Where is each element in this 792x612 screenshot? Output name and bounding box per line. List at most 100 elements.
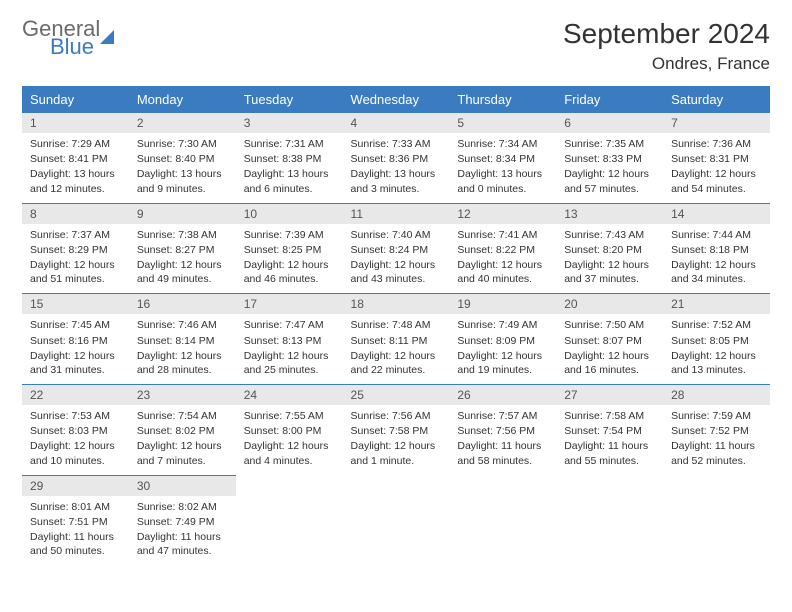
day-body: Sunrise: 7:47 AMSunset: 8:13 PMDaylight:…: [236, 314, 343, 377]
page-header: General Blue September 2024 Ondres, Fran…: [22, 18, 770, 74]
day-body: Sunrise: 7:50 AMSunset: 8:07 PMDaylight:…: [556, 314, 663, 377]
weekday-header: Tuesday: [236, 86, 343, 113]
daylight-line: Daylight: 12 hours and 19 minutes.: [457, 349, 548, 377]
weekday-header: Saturday: [663, 86, 770, 113]
day-number: 23: [129, 385, 236, 405]
day-cell: 5Sunrise: 7:34 AMSunset: 8:34 PMDaylight…: [449, 113, 556, 203]
day-cell: 3Sunrise: 7:31 AMSunset: 8:38 PMDaylight…: [236, 113, 343, 203]
day-cell: 4Sunrise: 7:33 AMSunset: 8:36 PMDaylight…: [343, 113, 450, 203]
day-number: 11: [343, 204, 450, 224]
sunset-line: Sunset: 8:02 PM: [137, 424, 228, 438]
sunset-line: Sunset: 7:52 PM: [671, 424, 762, 438]
daylight-line: Daylight: 12 hours and 4 minutes.: [244, 439, 335, 467]
sunrise-line: Sunrise: 8:01 AM: [30, 500, 121, 514]
day-body: Sunrise: 7:44 AMSunset: 8:18 PMDaylight:…: [663, 224, 770, 287]
sunset-line: Sunset: 8:20 PM: [564, 243, 655, 257]
day-body: Sunrise: 7:49 AMSunset: 8:09 PMDaylight:…: [449, 314, 556, 377]
day-body: Sunrise: 7:55 AMSunset: 8:00 PMDaylight:…: [236, 405, 343, 468]
day-cell: 28 Sunrise: 7:59 AMSunset: 7:52 PMDayligh…: [663, 384, 770, 475]
logo: General Blue: [22, 18, 114, 58]
day-body: Sunrise: 7:38 AMSunset: 8:27 PMDaylight:…: [129, 224, 236, 287]
sunrise-line: Sunrise: 7:30 AM: [137, 137, 228, 151]
sunset-line: Sunset: 7:58 PM: [351, 424, 442, 438]
daylight-line: Daylight: 12 hours and 43 minutes.: [351, 258, 442, 286]
day-number: 27: [556, 385, 663, 405]
sunrise-line: Sunrise: 7:46 AM: [137, 318, 228, 332]
sunrise-line: Sunrise: 7:39 AM: [244, 228, 335, 242]
sunrise-line: Sunrise: 7:44 AM: [671, 228, 762, 242]
logo-triangle-icon: [100, 30, 114, 44]
day-cell: [236, 475, 343, 566]
sunset-line: Sunset: 7:56 PM: [457, 424, 548, 438]
daylight-line: Daylight: 11 hours and 50 minutes.: [30, 530, 121, 558]
sunrise-line: Sunrise: 7:45 AM: [30, 318, 121, 332]
day-cell: 25Sunrise: 7:56 AMSunset: 7:58 PMDayligh…: [343, 384, 450, 475]
day-cell: 1Sunrise: 7:29 AMSunset: 8:41 PMDaylight…: [22, 113, 129, 203]
sunrise-line: Sunrise: 7:43 AM: [564, 228, 655, 242]
sunset-line: Sunset: 7:54 PM: [564, 424, 655, 438]
daylight-line: Daylight: 12 hours and 22 minutes.: [351, 349, 442, 377]
sunset-line: Sunset: 8:38 PM: [244, 152, 335, 166]
sunrise-line: Sunrise: 7:34 AM: [457, 137, 548, 151]
sunrise-line: Sunrise: 7:48 AM: [351, 318, 442, 332]
daylight-line: Daylight: 12 hours and 46 minutes.: [244, 258, 335, 286]
daylight-line: Daylight: 12 hours and 49 minutes.: [137, 258, 228, 286]
day-body: Sunrise: 7:48 AMSunset: 8:11 PMDaylight:…: [343, 314, 450, 377]
day-body: Sunrise: 7:36 AMSunset: 8:31 PMDaylight:…: [663, 133, 770, 196]
daylight-line: Daylight: 12 hours and 13 minutes.: [671, 349, 762, 377]
day-number: 14: [663, 204, 770, 224]
day-number: 15: [22, 294, 129, 314]
sunset-line: Sunset: 8:36 PM: [351, 152, 442, 166]
day-body: Sunrise: 7:43 AMSunset: 8:20 PMDaylight:…: [556, 224, 663, 287]
sunrise-line: Sunrise: 7:47 AM: [244, 318, 335, 332]
sunset-line: Sunset: 8:00 PM: [244, 424, 335, 438]
daylight-line: Daylight: 12 hours and 10 minutes.: [30, 439, 121, 467]
day-body: Sunrise: 7:56 AMSunset: 7:58 PMDaylight:…: [343, 405, 450, 468]
day-body: Sunrise: 7:54 AMSunset: 8:02 PMDaylight:…: [129, 405, 236, 468]
day-number: 19: [449, 294, 556, 314]
sunrise-line: Sunrise: 7:59 AM: [671, 409, 762, 423]
day-number: 21: [663, 294, 770, 314]
day-cell: [556, 475, 663, 566]
day-body: Sunrise: 7:31 AMSunset: 8:38 PMDaylight:…: [236, 133, 343, 196]
weekday-header-row: Sunday Monday Tuesday Wednesday Thursday…: [22, 86, 770, 113]
day-body: Sunrise: 7:46 AM Sunset: 8:14 PMDaylight:…: [129, 314, 236, 377]
daylight-line: Daylight: 12 hours and 7 minutes.: [137, 439, 228, 467]
day-number: 10: [236, 204, 343, 224]
day-number: 1: [22, 113, 129, 133]
calendar-table: Sunday Monday Tuesday Wednesday Thursday…: [22, 86, 770, 565]
sunrise-line: Sunrise: 7:50 AM: [564, 318, 655, 332]
sunrise-line: Sunrise: 8:02 AM: [137, 500, 228, 514]
day-cell: [449, 475, 556, 566]
weekday-header: Monday: [129, 86, 236, 113]
week-row: 1Sunrise: 7:29 AMSunset: 8:41 PMDaylight…: [22, 113, 770, 203]
week-row: 22Sunrise: 7:53 AMSunset: 8:03 PMDayligh…: [22, 384, 770, 475]
day-body: Sunrise: 8:02 AMSunset: 7:49 PMDaylight:…: [129, 496, 236, 559]
sunset-line: Sunset: 8:13 PM: [244, 334, 335, 348]
week-row: 15Sunrise: 7:45 AMSunset: 8:16 PMDayligh…: [22, 293, 770, 384]
sunset-line: Sunset: 8:14 PM: [137, 334, 228, 348]
daylight-line: Daylight: 12 hours and 51 minutes.: [30, 258, 121, 286]
month-title: September 2024: [563, 18, 770, 50]
sunset-line: Sunset: 8:27 PM: [137, 243, 228, 257]
sunset-line: Sunset: 8:22 PM: [457, 243, 548, 257]
day-number: 7: [663, 113, 770, 133]
sunrise-line: Sunrise: 7:56 AM: [351, 409, 442, 423]
sunrise-line: Sunrise: 7:49 AM: [457, 318, 548, 332]
sunrise-line: Sunrise: 7:53 AM: [30, 409, 121, 423]
day-number: 3: [236, 113, 343, 133]
sunrise-line: Sunrise: 7:33 AM: [351, 137, 442, 151]
sunset-line: Sunset: 8:41 PM: [30, 152, 121, 166]
sunrise-line: Sunrise: 7:38 AM: [137, 228, 228, 242]
sunset-line: Sunset: 8:29 PM: [30, 243, 121, 257]
day-cell: 19Sunrise: 7:49 AMSunset: 8:09 PMDayligh…: [449, 293, 556, 384]
sunrise-line: Sunrise: 7:35 AM: [564, 137, 655, 151]
weekday-header: Friday: [556, 86, 663, 113]
day-number: 25: [343, 385, 450, 405]
sunset-line: Sunset: 8:18 PM: [671, 243, 762, 257]
daylight-line: Daylight: 12 hours and 28 minutes.: [137, 349, 228, 377]
day-number: 22: [22, 385, 129, 405]
daylight-line: Daylight: 11 hours and 52 minutes.: [671, 439, 762, 467]
day-number: 28: [663, 385, 770, 405]
sunrise-line: Sunrise: 7:55 AM: [244, 409, 335, 423]
